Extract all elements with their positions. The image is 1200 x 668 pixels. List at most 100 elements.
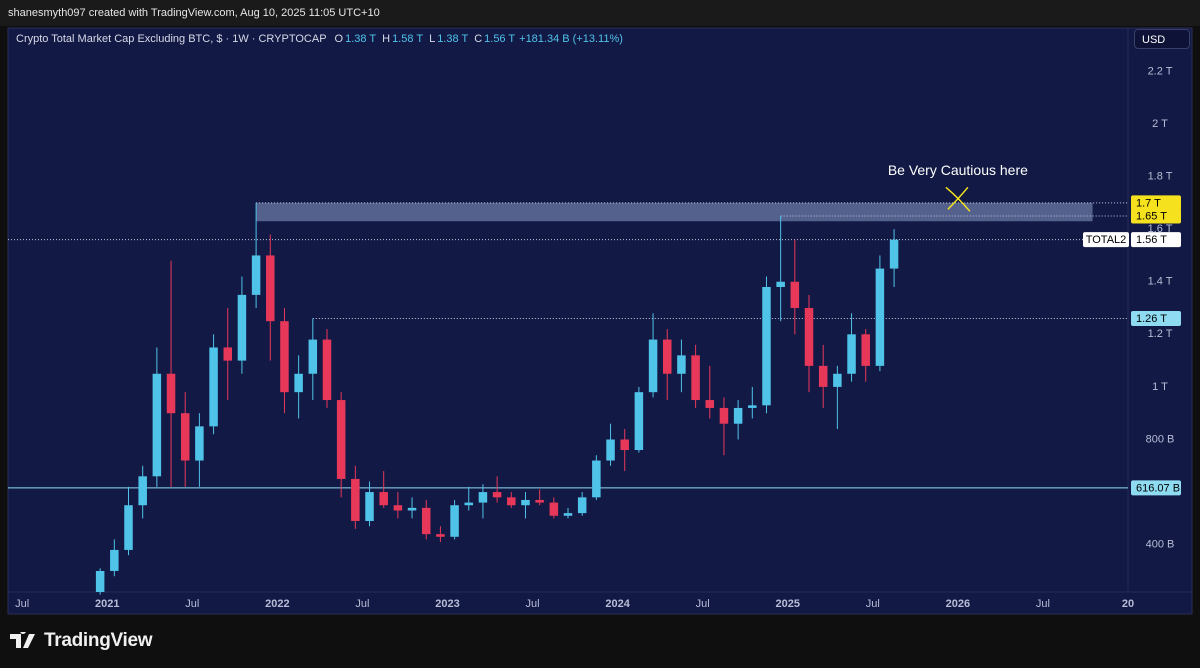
y-tick-label: 2 T <box>1152 118 1168 130</box>
y-tick-label: 2.2 T <box>1148 65 1173 77</box>
x-tick-label: 2022 <box>265 598 289 610</box>
ohlc-value: 1.58 T <box>392 33 424 45</box>
candle-body <box>492 492 502 498</box>
x-tick-label: Jul <box>185 598 199 610</box>
candle-body <box>110 549 119 571</box>
candle-body <box>464 502 474 506</box>
ohlc-value: 1.38 T <box>437 33 469 45</box>
credit: shanesmyth097 created with TradingView.c… <box>8 7 380 19</box>
chart-title: Crypto Total Market Cap Excluding BTC, $… <box>16 33 327 45</box>
x-tick-label: 2023 <box>435 598 459 610</box>
candle-body <box>322 339 332 401</box>
candle-body <box>577 497 587 514</box>
candles-layer <box>95 202 899 595</box>
price-label: 1.56 T <box>1136 234 1167 246</box>
x-tick-label: Jul <box>866 598 880 610</box>
brand: TradingView <box>44 630 153 651</box>
y-tick-label: 1.6 T <box>1148 223 1173 235</box>
candle-body <box>124 505 133 550</box>
zone-layer <box>256 202 1093 222</box>
currency-button[interactable]: USD <box>1134 29 1190 49</box>
candle-body <box>634 392 644 451</box>
candle-body <box>294 373 303 393</box>
ohlc-key: O <box>334 33 344 45</box>
candle-body <box>889 239 899 269</box>
candle-body <box>223 347 232 361</box>
y-tick-label: 400 B <box>1146 539 1175 551</box>
price-label-bg <box>1131 208 1181 224</box>
x-tick-label: 2026 <box>946 598 970 610</box>
price-label-bg <box>1131 311 1181 327</box>
x-tick-label: Jul <box>355 598 369 610</box>
candle-body <box>478 492 488 503</box>
candle-body <box>804 308 814 366</box>
ohlc: O 1.38 T H 1.58 T L 1.38 T C 1.56 T <box>331 33 516 45</box>
candle-body <box>847 334 856 374</box>
symbol-label: TOTAL2 <box>1086 234 1127 246</box>
candle-body <box>762 286 771 406</box>
candle-body <box>336 400 346 479</box>
candle-body <box>691 355 700 401</box>
x-tick-label: Jul <box>15 598 29 610</box>
x-tick-label: 20 <box>1122 598 1134 610</box>
candle-body <box>620 439 629 451</box>
price-label: 1.65 T <box>1136 210 1167 222</box>
x-tick-label: Jul <box>1036 598 1050 610</box>
candle-body <box>209 347 218 427</box>
candle-body <box>393 505 403 511</box>
levels-layer <box>8 202 1128 489</box>
candle-body <box>450 505 459 537</box>
candle-body <box>351 478 360 522</box>
chart-background <box>7 27 1193 615</box>
candle-body <box>237 294 247 361</box>
candle-body <box>251 255 261 295</box>
candle-body <box>592 460 601 498</box>
logo-shape <box>10 632 35 648</box>
labels-layer: 1.7 T1.65 T 1.56 T 1.26 T 616.07 B TOTAL2 Be … <box>888 162 1181 496</box>
candle-body <box>280 321 289 393</box>
candle-body <box>166 373 176 414</box>
candle-body <box>606 439 615 461</box>
price-label: 1.26 T <box>1136 313 1167 325</box>
candle-body <box>648 339 658 393</box>
price-label: 616.07 B <box>1136 482 1180 494</box>
candle-body <box>379 492 388 506</box>
resistance-zone <box>256 202 1093 222</box>
ohlc-key: C <box>474 33 483 45</box>
y-tick-label: 1.2 T <box>1148 328 1173 340</box>
price-label-bg <box>1131 232 1181 248</box>
candle-body <box>407 507 417 511</box>
credit-bar: shanesmyth097 created with TradingView.c… <box>0 0 1200 26</box>
candle-body <box>861 334 870 366</box>
legend: Crypto Total Market Cap Excluding BTC, $… <box>16 33 623 45</box>
axis-layer: 400 B 800 B 1 T 1.2 T 1.4 T 1.6 T 1.8 T 2 T 2.2 … <box>15 65 1174 610</box>
candle-body <box>662 339 672 374</box>
annotation: Be Very Cautious here <box>888 162 1028 178</box>
ohlc-key: H <box>382 33 391 45</box>
y-tick-label: 1.8 T <box>1148 170 1173 182</box>
candle-body <box>308 339 318 374</box>
candle-body <box>507 497 516 506</box>
candle-body <box>180 413 190 461</box>
y-tick-label: 1 T <box>1152 381 1168 393</box>
candle-body <box>436 534 445 537</box>
candle-body <box>719 407 729 424</box>
brand-logo <box>10 632 35 648</box>
candle-body <box>705 400 715 408</box>
ohlc-key: L <box>429 33 436 45</box>
candle-body <box>152 373 162 477</box>
y-tick-label: 1.4 T <box>1148 276 1173 288</box>
candle-body <box>677 355 686 374</box>
ohlc-value: 1.38 T <box>345 33 377 45</box>
candle-body <box>549 502 559 516</box>
price-label-bg <box>1131 480 1181 496</box>
candle-body <box>535 499 544 503</box>
x-tick-label: Jul <box>526 598 540 610</box>
change: +181.34 B (+13.11%) <box>519 33 623 45</box>
x-tick-label: 2021 <box>95 598 119 610</box>
x-tick-label: Jul <box>696 598 710 610</box>
candle-body <box>138 476 147 506</box>
footer <box>0 616 1200 668</box>
candle-body <box>733 407 743 424</box>
